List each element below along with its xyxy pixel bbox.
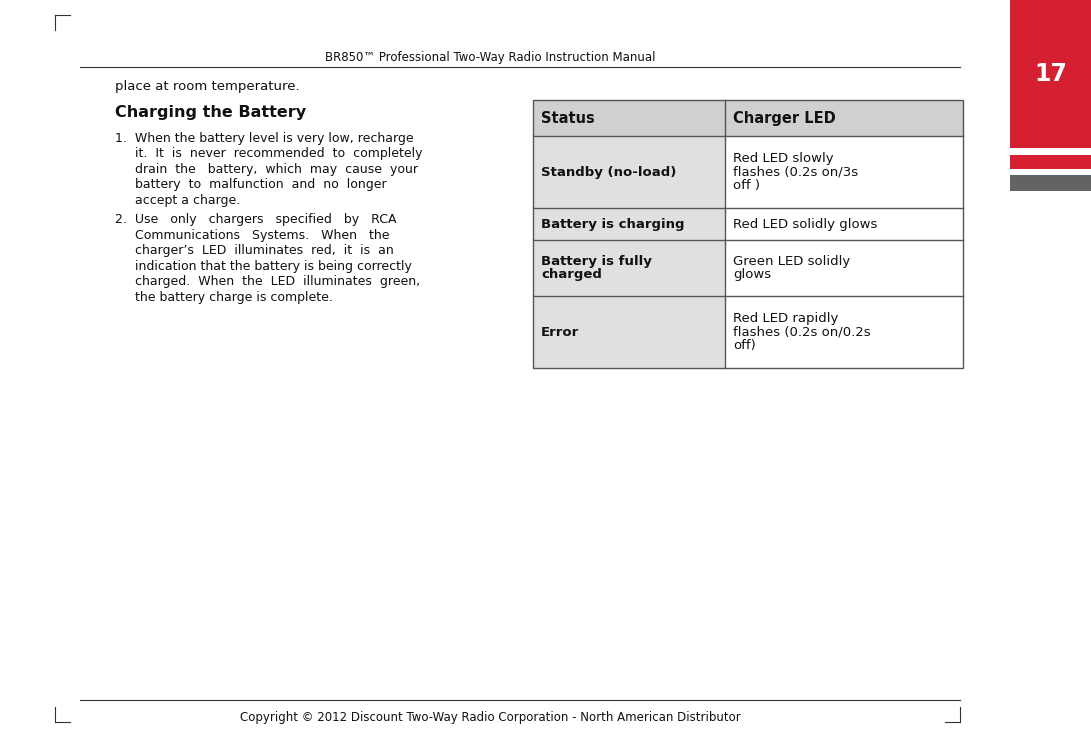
Text: 1.  When the battery level is very low, recharge: 1. When the battery level is very low, r… (115, 131, 413, 144)
Bar (533, 296, 726, 368)
Bar (533, 240, 726, 296)
Text: flashes (0.2s on/0.2s: flashes (0.2s on/0.2s (733, 326, 871, 338)
Bar (533, 136, 726, 208)
Text: Charging the Battery: Charging the Battery (115, 105, 307, 119)
Text: indication that the battery is being correctly: indication that the battery is being cor… (115, 259, 412, 273)
Bar (533, 100, 963, 368)
Text: the battery charge is complete.: the battery charge is complete. (115, 290, 333, 304)
Bar (726, 136, 963, 208)
Text: drain  the   battery,  which  may  cause  your: drain the battery, which may cause your (115, 162, 418, 175)
Text: flashes (0.2s on/3s: flashes (0.2s on/3s (733, 166, 859, 178)
Text: 2.  Use   only   chargers   specified   by   RCA: 2. Use only chargers specified by RCA (115, 213, 396, 226)
Text: Status: Status (541, 111, 595, 125)
Text: glows: glows (733, 268, 771, 282)
Text: Red LED slowly: Red LED slowly (733, 152, 834, 165)
Bar (726, 208, 963, 240)
Text: Standby (no-load): Standby (no-load) (541, 166, 676, 178)
Text: Battery is charging: Battery is charging (541, 217, 684, 231)
Text: Copyright © 2012 Discount Two-Way Radio Corporation - North American Distributor: Copyright © 2012 Discount Two-Way Radio … (240, 711, 741, 724)
Text: BR850™ Professional Two-Way Radio Instruction Manual: BR850™ Professional Two-Way Radio Instru… (325, 51, 656, 63)
Text: Red LED rapidly: Red LED rapidly (733, 312, 838, 325)
Bar (1010, 175, 1091, 191)
Text: charged: charged (541, 268, 602, 282)
Bar (726, 240, 963, 296)
Text: Charger LED: Charger LED (733, 111, 836, 125)
Bar (1010, 155, 1091, 169)
Bar (1010, 0, 1091, 148)
Text: Communications   Systems.   When   the: Communications Systems. When the (115, 228, 389, 242)
Text: Error: Error (541, 326, 579, 338)
Bar (533, 100, 963, 136)
Text: charger’s  LED  illuminates  red,  it  is  an: charger’s LED illuminates red, it is an (115, 244, 394, 257)
Text: off): off) (733, 339, 756, 352)
Text: place at room temperature.: place at room temperature. (115, 80, 300, 93)
Bar (726, 296, 963, 368)
Text: battery  to  malfunction  and  no  longer: battery to malfunction and no longer (115, 178, 386, 191)
Text: Battery is fully: Battery is fully (541, 255, 652, 268)
Text: accept a charge.: accept a charge. (115, 194, 240, 206)
Bar (533, 208, 726, 240)
Text: 17: 17 (1034, 62, 1067, 86)
Text: Green LED solidly: Green LED solidly (733, 255, 850, 268)
Text: charged.  When  the  LED  illuminates  green,: charged. When the LED illuminates green, (115, 275, 420, 288)
Text: it.  It  is  never  recommended  to  completely: it. It is never recommended to completel… (115, 147, 422, 160)
Text: off ): off ) (733, 179, 760, 192)
Text: Red LED solidly glows: Red LED solidly glows (733, 217, 877, 231)
